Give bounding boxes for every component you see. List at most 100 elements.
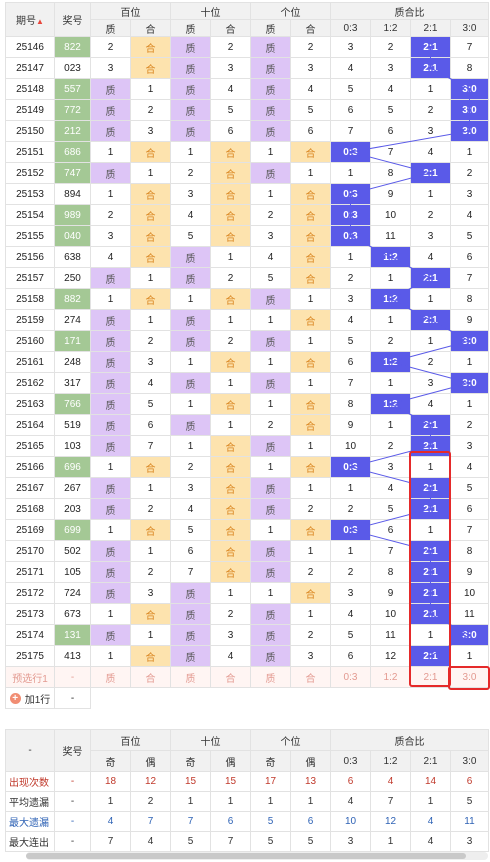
stats-value-cell: 5 [450,791,489,812]
number-cell: 103 [54,435,91,457]
prediction-ratio-03[interactable]: 0:3 [330,666,371,688]
ratio-30-cell: 9 [450,309,489,331]
units-he-cell: 合 [290,204,331,226]
prediction-ratio-21[interactable]: 2:1 [410,666,451,688]
units-he-cell: 1 [290,162,331,184]
ratio-21-cell: 2:1 [410,414,451,436]
ratio-12-cell: 8 [370,162,411,184]
tens-he-cell: 1 [210,582,251,604]
ratio-30-cell: 6 [450,246,489,268]
ratio-03-cell: 1 [330,246,371,268]
table-row: 25153 894 1 合 3 合 1 合 0:3 9 1 3 [5,183,489,205]
hundreds-he-cell: 1 [130,540,171,562]
table-row: 25160 171 质 2 质 2 质 1 5 2 1 3:0 [5,330,489,352]
ratio-12-cell: 1:2 [370,351,411,373]
horizontal-scrollbar[interactable] [26,852,488,860]
tens-zhi-cell: 3 [170,477,211,499]
hundreds-he-header: 合 [130,19,171,37]
units-zhi-cell: 质 [250,78,291,100]
number-cell: 766 [54,393,91,415]
sort-arrow-icon[interactable]: ▲ [36,17,44,26]
hundreds-zhi-cell: 质 [90,414,131,436]
prediction-ratio-12[interactable]: 1:2 [370,666,411,688]
issue-cell: 25150 [5,120,55,142]
issue-cell: 25149 [5,99,55,121]
prediction-units-zhi[interactable]: 质 [250,666,291,688]
prediction-ratio-30[interactable]: 3:0 [450,666,489,688]
issue-cell: 25175 [5,645,55,667]
stats-odd-header: 奇 [90,750,131,772]
ratio-12-cell: 3 [370,57,411,79]
stats-tens-header: 十位 [170,729,251,751]
prediction-tens-he[interactable]: 合 [210,666,251,688]
prediction-units-he[interactable]: 合 [290,666,331,688]
add-row-button[interactable]: + 加1行 [5,687,55,709]
hundreds-he-cell: 2 [130,561,171,583]
issue-column-header[interactable]: 期号▲ [5,2,55,37]
tens-he-header: 合 [210,19,251,37]
tens-he-cell: 合 [210,435,251,457]
hundreds-zhi-cell: 质 [90,372,131,394]
stats-value-cell: 6 [290,811,331,832]
units-he-cell: 2 [290,36,331,58]
hundreds-he-cell: 1 [130,477,171,499]
issue-cell: 25157 [5,267,55,289]
stats-value-cell: 1 [370,831,411,852]
ratio-12-cell: 6 [370,120,411,142]
ratio-30-cell: 5 [450,477,489,499]
stats-ratio-30-header: 3:0 [450,750,489,772]
issue-cell: 25159 [5,309,55,331]
ratio-21-cell: 2 [410,99,451,121]
prediction-hundreds-zhi[interactable]: 质 [90,666,131,688]
table-row: 25146 822 2 合质 2 质 2 3 2 2:1 7 [5,36,489,58]
tens-zhi-cell: 质 [170,603,211,625]
ratio-30-cell: 8 [450,288,489,310]
units-zhi-cell: 质 [250,498,291,520]
ratio-12-cell: 1 [370,414,411,436]
ratio-12-cell: 6 [370,519,411,541]
tens-he-cell: 合 [210,498,251,520]
hundreds-zhi-cell: 质 [90,561,131,583]
issue-cell: 25169 [5,519,55,541]
hundreds-he-cell: 合 [130,645,171,667]
stats-value-cell: 7 [90,831,131,852]
issue-cell: 25160 [5,330,55,352]
ratio-12-cell: 7 [370,540,411,562]
tens-he-cell: 4 [210,78,251,100]
units-zhi-header: 质 [250,19,291,37]
units-he-cell: 2 [290,498,331,520]
ratio-03-cell: 6 [330,645,371,667]
stats-row-number: - [54,811,91,832]
stats-units-header: 个位 [250,729,331,751]
units-zhi-cell: 质 [250,624,291,646]
prediction-tens-zhi[interactable]: 质 [170,666,211,688]
issue-cell: 25167 [5,477,55,499]
table-row: 25171 105 质 2 7 合质 2 2 8 2:1 9 [5,561,489,583]
scrollbar-thumb[interactable] [26,853,466,859]
hundreds-zhi-cell: 质 [90,540,131,562]
stats-value-cell: 1 [250,791,291,812]
issue-cell: 25173 [5,603,55,625]
tens-he-cell: 合 [210,204,251,226]
tens-he-cell: 3 [210,57,251,79]
plus-circle-icon[interactable]: + [9,692,21,704]
prediction-hundreds-he[interactable]: 合 [130,666,171,688]
ratio-30-cell: 3:0 [450,372,489,394]
ratio-21-cell: 2:1 [410,162,451,184]
hundreds-he-cell: 4 [130,372,171,394]
tens-zhi-cell: 2 [170,162,211,184]
ratio-30-cell: 3:0 [450,624,489,646]
prediction-label[interactable]: 预选行1 [5,666,55,688]
units-zhi-cell: 质 [250,57,291,79]
tens-he-cell: 合 [210,225,251,247]
stats-number-header: 奖号 [54,729,91,772]
hundreds-zhi-cell: 质 [90,330,131,352]
units-zhi-cell: 3 [250,225,291,247]
hundreds-he-cell: 3 [130,120,171,142]
ratio-12-cell: 1 [370,372,411,394]
prediction-row[interactable]: 预选行1 - 质 合 质 合 质 合 0:3 1:2 2:1 3:0 [5,666,489,688]
tens-zhi-cell: 4 [170,204,211,226]
ratio-21-cell: 4 [410,141,451,163]
hundreds-zhi-cell: 质 [90,393,131,415]
add-row-label[interactable]: 加1行 [24,694,51,706]
